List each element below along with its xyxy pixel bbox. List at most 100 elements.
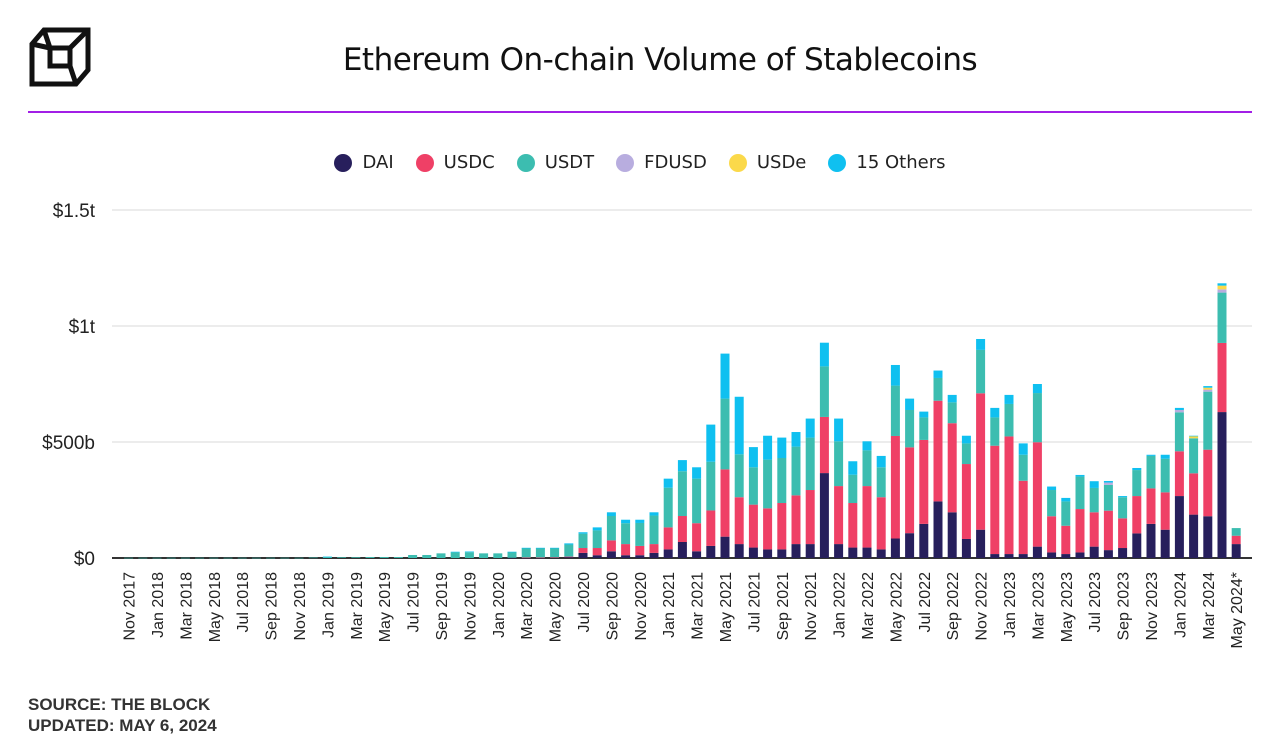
bar-15-others — [1103, 480, 1113, 483]
bar-15-others — [734, 396, 744, 455]
bar-dai — [592, 555, 602, 558]
legend-item-usdt[interactable]: USDT — [516, 152, 594, 173]
bar-15-others — [848, 461, 858, 475]
x-tick-label: Sep 2020 — [604, 572, 621, 641]
bar-usdt — [606, 516, 616, 541]
bar-usdt — [777, 458, 787, 504]
legend-label: USDC — [443, 152, 495, 173]
bar-15-others — [621, 519, 631, 524]
bar-usdt — [479, 553, 489, 558]
bar-dai — [1160, 529, 1170, 558]
bar-usdt — [1075, 476, 1085, 510]
bar-dai — [621, 555, 631, 558]
source-text: SOURCE: THE BLOCK — [28, 695, 211, 714]
bar-usdt — [933, 377, 943, 401]
bar-usdt — [1118, 497, 1128, 519]
bar-15-others — [578, 532, 588, 534]
x-tick-label: Nov 2023 — [1144, 572, 1161, 641]
bar-15-others — [507, 551, 517, 553]
chart-title: Ethereum On-chain Volume of Stablecoins — [342, 42, 978, 78]
bar-usdc — [1047, 516, 1057, 553]
bar-usdt — [649, 515, 659, 545]
bar-dai — [720, 536, 730, 558]
bar-usdt — [195, 557, 205, 559]
legend-item-15-others[interactable]: 15 Others — [828, 152, 946, 173]
bar-dai — [990, 554, 1000, 558]
bar-usdt — [365, 557, 375, 558]
bar-usdc — [1075, 509, 1085, 553]
bar-usdc — [947, 423, 957, 513]
bar-usdt — [1146, 455, 1156, 489]
bar-dai — [1146, 523, 1156, 558]
x-tick-label: Jul 2019 — [406, 572, 423, 633]
bar-dai — [606, 551, 616, 558]
x-tick-label: Mar 2022 — [860, 572, 877, 640]
bar-dai — [1217, 412, 1227, 558]
bar-15-others — [1189, 435, 1199, 437]
bar-usdt — [450, 552, 460, 558]
x-tick-label: Nov 2020 — [633, 572, 650, 641]
bar-usdc — [635, 545, 645, 556]
bar-usdc — [550, 557, 560, 558]
bar-usdc — [976, 393, 986, 530]
legend-item-fdusd[interactable]: FDUSD — [616, 152, 707, 173]
x-tick-label: Mar 2023 — [1030, 572, 1047, 640]
bar-dai — [791, 544, 801, 558]
legend-item-dai[interactable]: DAI — [334, 152, 394, 173]
bar-dai — [1047, 552, 1057, 558]
bar-15-others — [663, 478, 673, 488]
bar-15-others — [692, 467, 702, 479]
bar-usdt — [308, 557, 318, 559]
legend-item-usde[interactable]: USDe — [728, 152, 806, 173]
y-tick-label: $1.5t — [53, 201, 96, 222]
bar-usdc — [706, 510, 716, 546]
bar-usdc — [1103, 510, 1113, 551]
bar-usdt — [464, 552, 474, 558]
bar-15-others — [890, 364, 900, 386]
bar-15-others — [834, 418, 844, 442]
bar-usdc — [521, 557, 531, 559]
x-tick-label: Sep 2018 — [264, 572, 281, 641]
bar-usdt — [677, 471, 687, 517]
bar-usdc — [1189, 473, 1199, 515]
bar-usdt — [564, 544, 574, 557]
bar-15-others — [961, 435, 971, 444]
bar-dai — [961, 538, 971, 558]
bar-usdt — [692, 478, 702, 524]
bar-fdusd — [1174, 409, 1184, 413]
x-tick-label: Nov 2021 — [803, 572, 820, 641]
legend-swatch — [415, 153, 434, 172]
legend-label: DAI — [362, 152, 394, 173]
bar-15-others — [635, 519, 645, 523]
bar-usdc — [834, 486, 844, 545]
bar-usdt — [848, 474, 858, 504]
bar-15-others — [947, 394, 957, 403]
bar-15-others — [1004, 394, 1014, 404]
bar-usdc — [677, 516, 687, 542]
bar-15-others — [1089, 481, 1099, 488]
x-tick-label: Jan 2019 — [320, 572, 337, 638]
bar-usdt — [748, 467, 758, 505]
x-tick-label: Sep 2019 — [434, 572, 451, 641]
bar-15-others — [1160, 454, 1170, 459]
bar-usdc — [649, 544, 659, 553]
legend-item-usdc[interactable]: USDC — [415, 152, 495, 173]
bar-15-others — [1203, 386, 1213, 388]
bar-usdt — [734, 454, 744, 498]
updated-text: UPDATED: MAY 6, 2024 — [28, 716, 217, 735]
bar-usdc — [862, 486, 872, 548]
bar-usdc — [734, 497, 744, 545]
bar-dai — [933, 501, 943, 558]
bar-usdc — [1146, 488, 1156, 524]
bar-dai — [1231, 544, 1241, 558]
bar-15-others — [1118, 496, 1128, 498]
bar-usdc — [663, 527, 673, 550]
bar-usdt — [890, 385, 900, 436]
bar-dai — [848, 547, 858, 558]
x-tick-label: Jan 2024 — [1172, 572, 1189, 638]
bar-usdc — [535, 557, 545, 559]
bar-usdt — [521, 548, 531, 558]
bar-dai — [734, 544, 744, 558]
x-tick-label: May 2019 — [377, 572, 394, 642]
bar-15-others — [748, 447, 758, 468]
